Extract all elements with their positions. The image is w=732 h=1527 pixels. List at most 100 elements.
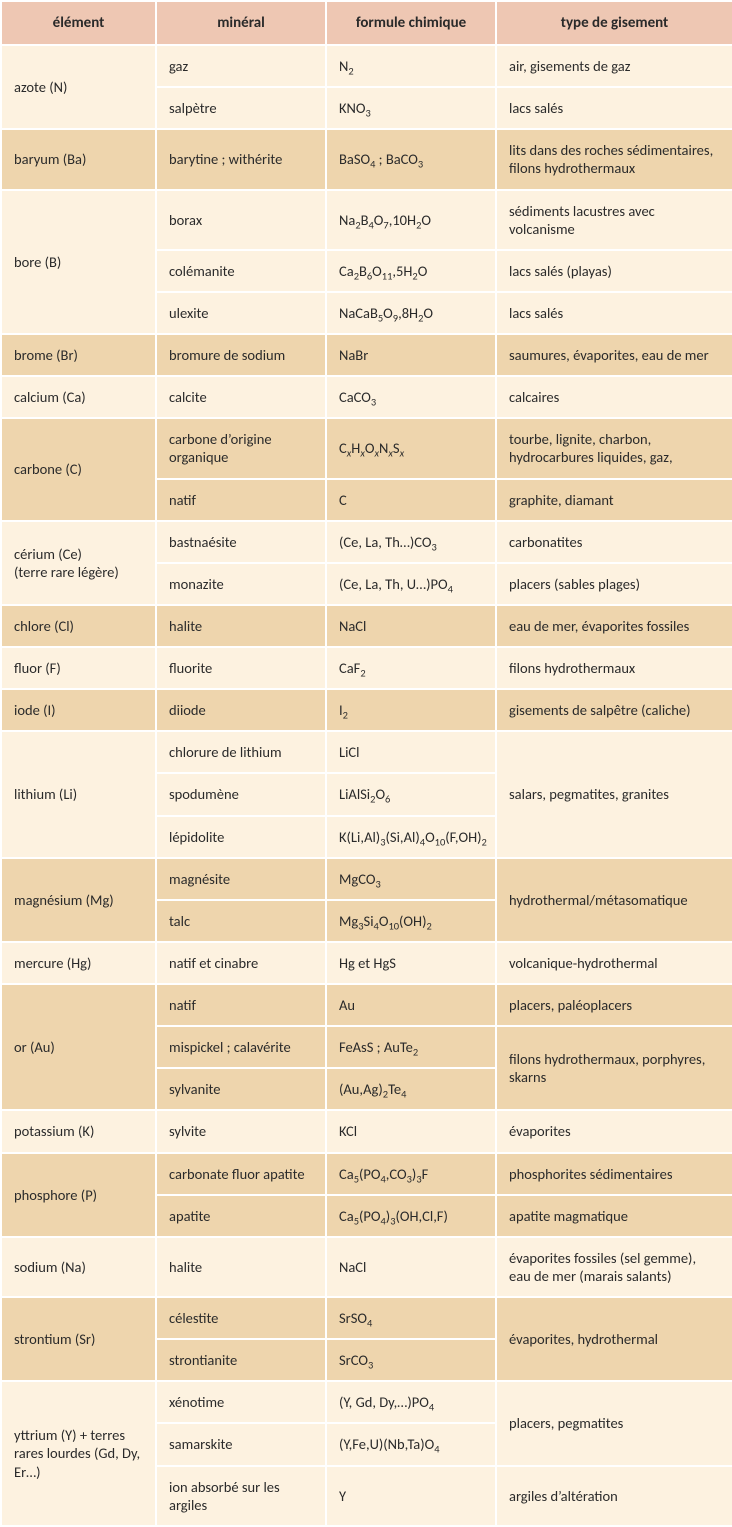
table-row: mercure (Hg)natif et cinabreHg et HgSvol… xyxy=(1,942,732,984)
cell-formula: SrCO3 xyxy=(326,1339,496,1381)
cell-element: lithium (Li) xyxy=(1,731,156,857)
table-row: phosphore (P)carbonate fluor apatiteCa5(… xyxy=(1,1153,732,1195)
cell-mineral: halite xyxy=(156,605,326,647)
cell-formula: LiCl xyxy=(326,731,496,773)
cell-formula: (Y,Fe,U)(Nb,Ta)O4 xyxy=(326,1423,496,1465)
cell-mineral: natif et cinabre xyxy=(156,942,326,984)
cell-mineral: chlorure de lithium xyxy=(156,731,326,773)
table-row: baryum (Ba)barytine ; withériteBaSO4 ; B… xyxy=(1,129,732,189)
cell-mineral: sylvite xyxy=(156,1110,326,1152)
cell-mineral: borax xyxy=(156,190,326,250)
col-header-deposit: type de gisement xyxy=(496,1,732,45)
cell-deposit: calcaires xyxy=(496,376,732,418)
cell-element: bore (B) xyxy=(1,190,156,335)
cell-deposit: gisements de salpêtre (caliche) xyxy=(496,689,732,731)
cell-formula: (Ce, La, Th…)CO3 xyxy=(326,521,496,563)
cell-formula: CaCO3 xyxy=(326,376,496,418)
cell-formula: Ca5(PO4)3(OH,Cl,F) xyxy=(326,1195,496,1237)
cell-deposit: lacs salés xyxy=(496,292,732,334)
table-row: chlore (Cl)haliteNaCleau de mer, évapori… xyxy=(1,605,732,647)
cell-mineral: spodumène xyxy=(156,773,326,815)
cell-deposit: argiles d’altération xyxy=(496,1466,732,1526)
header-row: élément minéral formule chimique type de… xyxy=(1,1,732,45)
cell-deposit: placers, paléoplacers xyxy=(496,984,732,1026)
cell-element: or (Au) xyxy=(1,984,156,1110)
cell-formula: (Ce, La, Th, U…)PO4 xyxy=(326,563,496,605)
col-header-element: élément xyxy=(1,1,156,45)
cell-deposit: lacs salés xyxy=(496,87,732,129)
cell-mineral: gaz xyxy=(156,45,326,87)
cell-deposit: graphite, diamant xyxy=(496,479,732,521)
cell-mineral: bastnaésite xyxy=(156,521,326,563)
cell-deposit: sédiments lacustres avec volcanisme xyxy=(496,190,732,250)
cell-formula: BaSO4 ; BaCO3 xyxy=(326,129,496,189)
cell-deposit: eau de mer, évaporites fossiles xyxy=(496,605,732,647)
cell-mineral: salpètre xyxy=(156,87,326,129)
table-row: brome (Br)bromure de sodiumNaBrsaumures,… xyxy=(1,334,732,376)
cell-mineral: magnésite xyxy=(156,858,326,900)
cell-element: baryum (Ba) xyxy=(1,129,156,189)
cell-formula: Hg et HgS xyxy=(326,942,496,984)
cell-formula: K(Li,Al)3(Si,Al)4O10(F,OH)2 xyxy=(326,816,496,858)
table-row: strontium (Sr)célestiteSrSO4évaporites, … xyxy=(1,1297,732,1339)
cell-mineral: xénotime xyxy=(156,1381,326,1423)
cell-deposit: carbonatites xyxy=(496,521,732,563)
cell-mineral: calcite xyxy=(156,376,326,418)
table-row: or (Au)natifAuplacers, paléoplacers xyxy=(1,984,732,1026)
cell-formula: (Y, Gd, Dy,…)PO4 xyxy=(326,1381,496,1423)
table-row: bore (B)boraxNa2B4O7,10H2Osédiments lacu… xyxy=(1,190,732,250)
cell-mineral: bromure de sodium xyxy=(156,334,326,376)
cell-mineral: sylvanite xyxy=(156,1068,326,1110)
cell-formula: N2 xyxy=(326,45,496,87)
cell-element: carbone (C) xyxy=(1,418,156,520)
cell-element: chlore (Cl) xyxy=(1,605,156,647)
cell-formula: C xyxy=(326,479,496,521)
cell-element: potassium (K) xyxy=(1,1110,156,1152)
cell-formula: NaBr xyxy=(326,334,496,376)
cell-mineral: strontianite xyxy=(156,1339,326,1381)
cell-formula: Au xyxy=(326,984,496,1026)
cell-element: sodium (Na) xyxy=(1,1237,156,1297)
cell-mineral: talc xyxy=(156,900,326,942)
cell-formula: FeAsS ; AuTe2 xyxy=(326,1026,496,1068)
cell-mineral: diiode xyxy=(156,689,326,731)
cell-mineral: natif xyxy=(156,479,326,521)
cell-formula: Mg3Si4O10(OH)2 xyxy=(326,900,496,942)
cell-element: cérium (Ce)(terre rare légère) xyxy=(1,521,156,605)
cell-formula: NaCl xyxy=(326,605,496,647)
cell-formula: LiAlSi2O6 xyxy=(326,773,496,815)
cell-deposit: lits dans des roches sédimentaires, filo… xyxy=(496,129,732,189)
cell-element: phosphore (P) xyxy=(1,1153,156,1237)
table-row: fluor (F)fluoriteCaF2filons hydrothermau… xyxy=(1,647,732,689)
table-row: potassium (K)sylviteKClévaporites xyxy=(1,1110,732,1152)
table-row: sodium (Na)haliteNaClévaporites fossiles… xyxy=(1,1237,732,1297)
cell-mineral: samarskite xyxy=(156,1423,326,1465)
cell-deposit: filons hydrothermaux xyxy=(496,647,732,689)
col-header-mineral: minéral xyxy=(156,1,326,45)
cell-element: yttrium (Y) + terres rares lourdes (Gd, … xyxy=(1,1381,156,1526)
table-row: lithium (Li)chlorure de lithiumLiClsalar… xyxy=(1,731,732,773)
cell-mineral: célestite xyxy=(156,1297,326,1339)
table-row: iode (I)diiodeI2gisements de salpêtre (c… xyxy=(1,689,732,731)
cell-element: calcium (Ca) xyxy=(1,376,156,418)
cell-deposit: évaporites xyxy=(496,1110,732,1152)
cell-mineral: carbonate fluor apatite xyxy=(156,1153,326,1195)
cell-element: mercure (Hg) xyxy=(1,942,156,984)
table-row: yttrium (Y) + terres rares lourdes (Gd, … xyxy=(1,1381,732,1423)
cell-deposit: phosphorites sédimentaires xyxy=(496,1153,732,1195)
cell-element: magnésium (Mg) xyxy=(1,858,156,942)
cell-deposit: salars, pegmatites, granites xyxy=(496,731,732,857)
cell-mineral: carbone d’origine organique xyxy=(156,418,326,478)
cell-formula: (Au,Ag)2Te4 xyxy=(326,1068,496,1110)
cell-element: fluor (F) xyxy=(1,647,156,689)
cell-deposit: filons hydrothermaux, porphyres, skarns xyxy=(496,1026,732,1110)
cell-element: azote (N) xyxy=(1,45,156,129)
col-header-formula: formule chimique xyxy=(326,1,496,45)
cell-formula: KNO3 xyxy=(326,87,496,129)
cell-formula: SrSO4 xyxy=(326,1297,496,1339)
cell-deposit: placers (sables plages) xyxy=(496,563,732,605)
cell-element: strontium (Sr) xyxy=(1,1297,156,1381)
minerals-table: élément minéral formule chimique type de… xyxy=(0,0,732,1527)
table-row: cérium (Ce)(terre rare légère)bastnaésit… xyxy=(1,521,732,563)
cell-mineral: apatite xyxy=(156,1195,326,1237)
